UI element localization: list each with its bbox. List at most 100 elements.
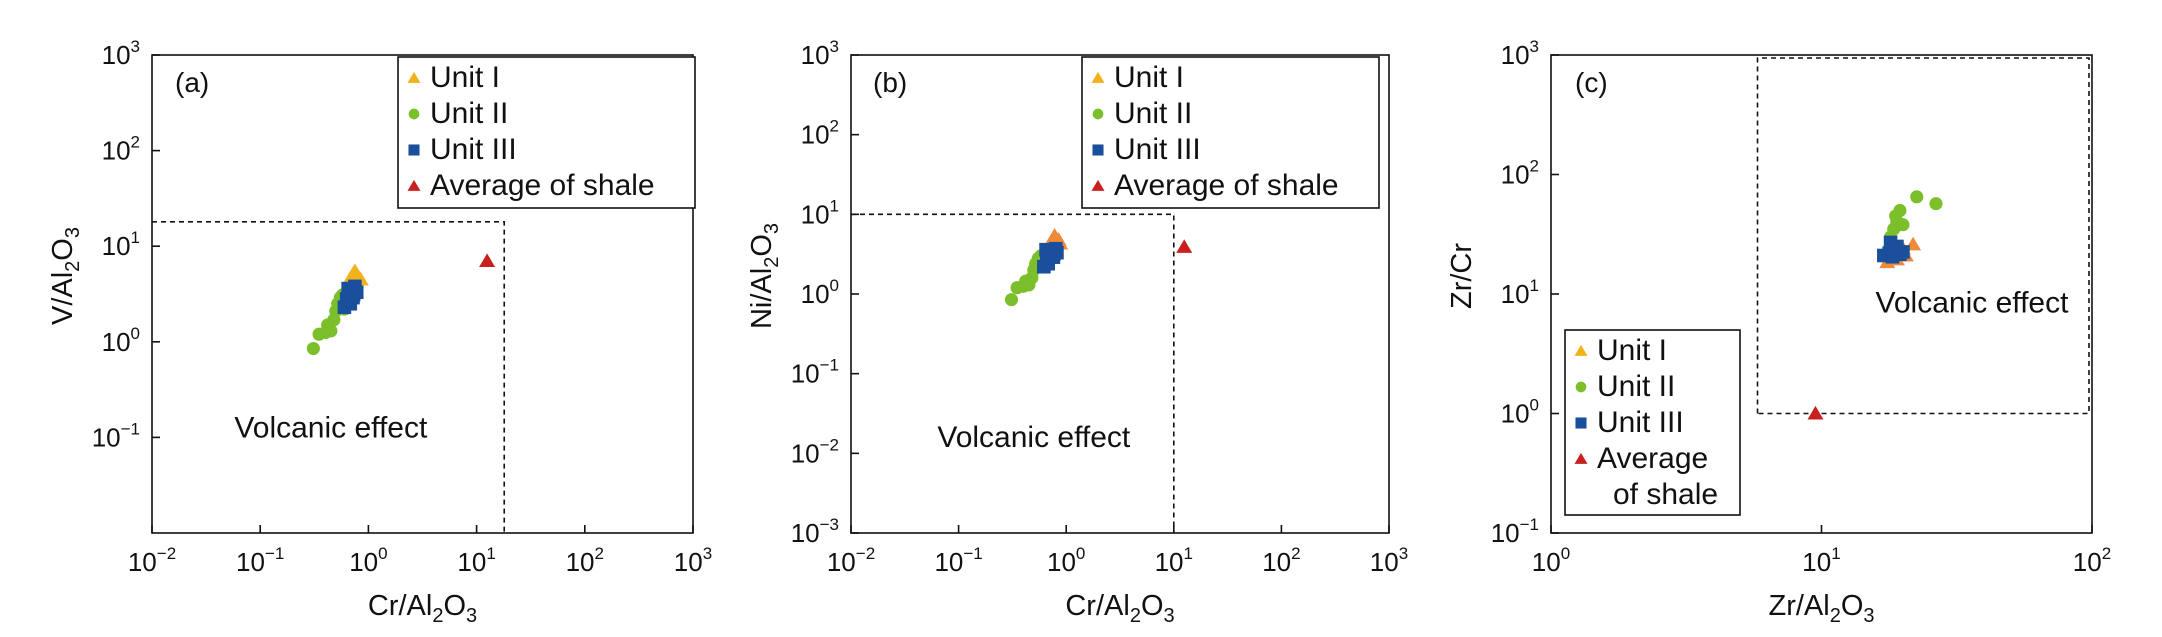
x-tick-label: 101 [1155, 544, 1193, 577]
x-tick-label: 10−1 [236, 544, 284, 577]
legend-label: Unit III [430, 133, 517, 166]
panel-a: 10−2 10−1 100 101 102 103 10−1 100 101 102 103 Cr/A… [47, 37, 712, 627]
x-tick-label: 101 [457, 544, 495, 577]
data-point-unit3 [1885, 249, 1900, 264]
y-tick-label: 10−1 [1491, 515, 1539, 548]
legend-marker-unit1 [1574, 344, 1588, 356]
panel-b: 10−2 10−1 100 101 102 10310−310−210−110010110… [746, 37, 1408, 627]
y-tick-label: 100 [801, 276, 839, 309]
legend-marker-unit3 [408, 144, 420, 156]
volcanic-effect-annotation: Volcanic effect [1876, 287, 2070, 320]
volcanic-region-boundary [851, 213, 1175, 533]
data-point-shale [1176, 239, 1193, 253]
x-tick-label: 102 [1262, 544, 1300, 577]
panel-label: (b) [873, 67, 907, 98]
y-tick-label: 101 [102, 228, 140, 261]
data-points [306, 253, 496, 356]
data-point-unit3 [1039, 242, 1053, 257]
legend-marker-unit2 [1575, 381, 1587, 393]
x-tick-label: 10−2 [128, 544, 176, 577]
volcanic-effect-annotation: Volcanic effect [234, 411, 428, 444]
data-point-unit2 [1910, 190, 1924, 204]
legend-label: Unit I [1114, 61, 1184, 94]
volcanic-region-boundary [1756, 57, 2090, 415]
legend-marker-shale [407, 179, 421, 191]
legend-label: Average of shale [1114, 169, 1339, 202]
x-tick-label: 100 [349, 544, 387, 577]
y-tick-label: 102 [1501, 157, 1539, 190]
legend-marker-unit3 [1092, 144, 1104, 156]
y-axis-title: Zr/Cr [1446, 243, 1478, 309]
legend-label: Unit III [1597, 406, 1684, 439]
legend-label: Unit II [430, 97, 508, 130]
data-point-unit3 [341, 281, 355, 296]
y-tick-label: 103 [801, 37, 839, 70]
x-tick-label: 10−1 [934, 544, 982, 577]
legend-marker-unit3 [1575, 417, 1587, 429]
legend-marker-unit2 [1092, 108, 1104, 120]
y-tick-label: 10−3 [791, 515, 839, 548]
data-point-unit2 [321, 318, 335, 332]
legend-marker-unit2 [408, 108, 420, 120]
legend-label: Average of shale [430, 169, 655, 202]
data-point-unit3 [1896, 245, 1910, 259]
legend-label: Unit I [1597, 334, 1667, 367]
x-tick-label: 102 [566, 544, 604, 577]
data-points [1004, 228, 1193, 307]
panel-label: (a) [175, 67, 209, 98]
y-tick-label: 100 [1501, 396, 1539, 429]
x-axis-title: Cr/Al2O3 [1065, 590, 1174, 627]
y-tick-label: 10−1 [92, 419, 140, 452]
y-tick-label: 101 [801, 196, 839, 229]
y-axis-title: Ni/Al2O3 [746, 223, 783, 329]
x-axis-title: Zr/Al2O3 [1768, 590, 1874, 627]
legend-box [1081, 56, 1380, 209]
x-tick-label: 101 [1802, 544, 1840, 577]
x-tick-label: 103 [1370, 544, 1408, 577]
legend-box [397, 56, 696, 209]
data-point-unit2 [1889, 209, 1903, 223]
data-point-unit3 [1050, 245, 1064, 260]
x-tick-label: 100 [1532, 544, 1570, 577]
y-tick-label: 10−1 [791, 356, 839, 389]
data-point-shale [479, 253, 496, 268]
data-point-unit1 [1047, 230, 1064, 245]
y-tick-label: 103 [102, 37, 140, 70]
data-point-unit2 [1019, 274, 1033, 288]
legend-marker-unit1 [407, 71, 421, 83]
x-tick-label: 100 [1047, 544, 1085, 577]
x-tick-label: 102 [2073, 544, 2111, 577]
volcanic-region-boundary [152, 220, 506, 533]
y-tick-label: 101 [1501, 276, 1539, 309]
legend-label: Unit III [1114, 133, 1201, 166]
legend-label: Unit I [430, 61, 500, 94]
x-tick-label: 10−2 [827, 544, 875, 577]
y-tick-label: 102 [102, 133, 140, 166]
panel-label: (c) [1575, 67, 1608, 98]
y-axis-title: V/Al2O3 [47, 227, 84, 325]
plot-frame [151, 54, 694, 534]
legend-marker-shale [1574, 452, 1588, 464]
volcanic-effect-annotation: Volcanic effect [937, 421, 1131, 454]
data-point-unit2 [1004, 293, 1019, 307]
x-tick-label: 103 [674, 544, 712, 577]
y-tick-label: 10−2 [791, 435, 839, 468]
data-points [1807, 190, 1943, 420]
y-tick-label: 102 [801, 117, 839, 150]
legend-marker-unit1 [1091, 71, 1105, 83]
legend-box [1564, 329, 1741, 516]
legend-marker-shale [1091, 179, 1105, 191]
data-point-unit1 [344, 266, 361, 281]
data-point-unit2 [1929, 197, 1943, 211]
y-tick-label: 103 [1501, 37, 1539, 70]
data-point-shale [1807, 405, 1824, 420]
data-point-unit3 [1883, 235, 1898, 250]
data-point-unit2 [306, 341, 320, 356]
x-axis-title: Cr/Al2O3 [368, 590, 477, 627]
y-tick-label: 100 [102, 324, 140, 357]
